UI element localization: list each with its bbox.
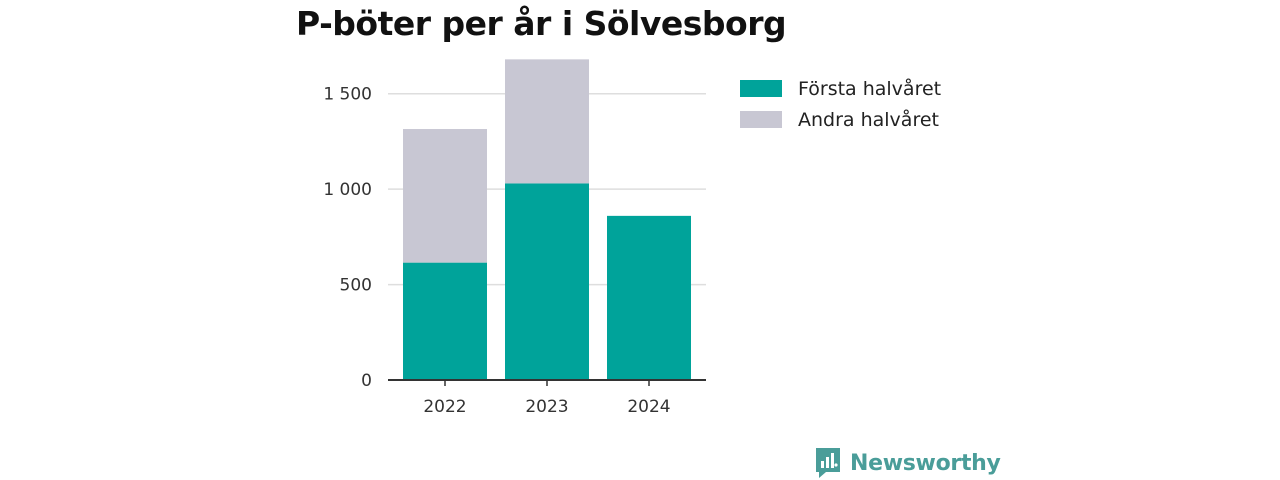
y-tick-label: 1 000 xyxy=(323,180,372,200)
brand-name: Newsworthy xyxy=(850,450,1001,476)
legend-swatch xyxy=(740,80,782,97)
bar-andra-2023 xyxy=(505,59,589,184)
legend: Första halvåret Andra halvåret xyxy=(740,77,941,131)
x-tick-label: 2023 xyxy=(525,397,568,417)
brand: Newsworthy xyxy=(814,446,1001,480)
y-axis-ticks: 0 500 1 000 1 500 xyxy=(323,85,372,391)
y-tick-label: 1 500 xyxy=(323,85,372,105)
x-axis-ticks: 2022 2023 2024 xyxy=(423,380,671,417)
y-tick-label: 500 xyxy=(340,276,372,296)
legend-swatch xyxy=(740,111,782,128)
y-tick-label: 0 xyxy=(361,371,372,391)
chart-title: P-böter per år i Sölvesborg xyxy=(296,4,787,43)
legend-label: Andra halvåret xyxy=(798,108,939,131)
bars xyxy=(403,59,691,380)
bar-chart: 0 500 1 000 1 500 2022 2023 2024 Första halvå… xyxy=(323,59,941,417)
newsworthy-logo-icon xyxy=(816,448,840,478)
bar-forsta-2022 xyxy=(403,262,487,380)
bar-andra-2022 xyxy=(403,129,487,263)
x-tick-label: 2022 xyxy=(423,397,466,417)
bar-forsta-2023 xyxy=(505,183,589,380)
x-tick-label: 2024 xyxy=(627,397,670,417)
bar-forsta-2024 xyxy=(607,215,691,380)
legend-label: Första halvåret xyxy=(798,77,941,100)
